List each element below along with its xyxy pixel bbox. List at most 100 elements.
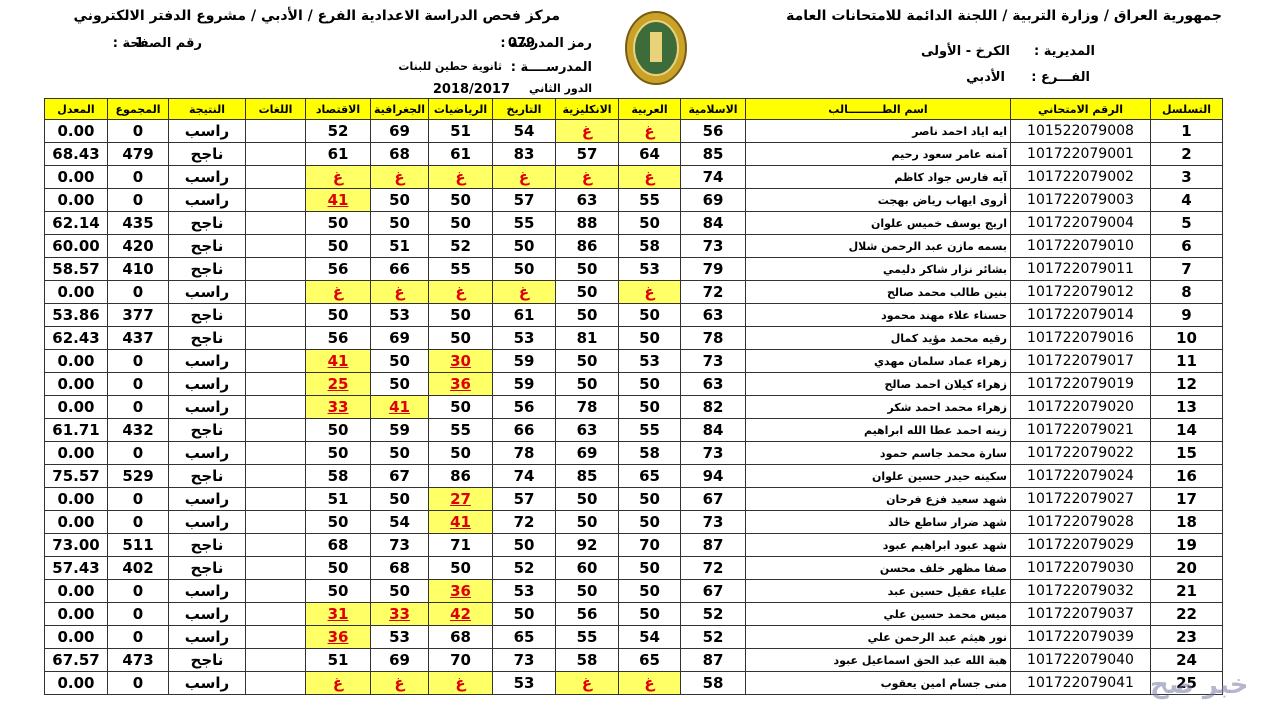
table-row: 6 101722079010 بسمه مازن عبد الرحمن شلال 73… bbox=[44, 234, 1223, 258]
table-cell: 50 bbox=[555, 349, 619, 373]
table-cell: 86 bbox=[555, 234, 619, 258]
table-row: 19 101722079029 شهد عبود ابراهيم عبود 87 70 9… bbox=[44, 533, 1223, 557]
table-cell: 83 bbox=[492, 142, 556, 166]
table-cell: 5 bbox=[1150, 211, 1223, 235]
table-cell: 64 bbox=[618, 142, 681, 166]
table-row: 2 101722079001 آمنه عامر سعود رحيم 85 64 57 83… bbox=[44, 142, 1223, 166]
table-cell: 75.57 bbox=[44, 464, 108, 488]
table-cell: 4 bbox=[1150, 188, 1223, 212]
table-cell: 101722079029 bbox=[1010, 533, 1151, 557]
table-cell: 63 bbox=[680, 303, 746, 327]
table-cell: سكينه حيدر حسين علوان bbox=[745, 464, 1011, 488]
column-header: العربية bbox=[618, 98, 681, 120]
table-cell: 0.00 bbox=[44, 395, 108, 419]
table-cell bbox=[245, 188, 306, 212]
table-cell: 52 bbox=[492, 556, 556, 580]
table-cell: راسب bbox=[168, 280, 246, 304]
table-cell: 50 bbox=[370, 372, 429, 396]
table-cell: 50 bbox=[618, 602, 681, 626]
table-cell: شهد سعيد فزع فرحان bbox=[745, 487, 1011, 511]
table-cell: 25 bbox=[305, 372, 371, 396]
table-cell: راسب bbox=[168, 188, 246, 212]
table-cell: 20 bbox=[1150, 556, 1223, 580]
table-cell: راسب bbox=[168, 349, 246, 373]
table-cell: 60 bbox=[555, 556, 619, 580]
table-cell: 50 bbox=[305, 303, 371, 327]
table-cell: 410 bbox=[107, 257, 169, 281]
table-cell: 101722079011 bbox=[1010, 257, 1151, 281]
table-cell: زهراء كيلان احمد صالح bbox=[745, 372, 1011, 396]
table-cell: 65 bbox=[618, 648, 681, 672]
table-cell: 50 bbox=[618, 556, 681, 580]
branch-label: الفـــرع : bbox=[1031, 70, 1090, 85]
table-cell: 0 bbox=[107, 579, 169, 603]
table-cell: 377 bbox=[107, 303, 169, 327]
table-cell: 57 bbox=[492, 487, 556, 511]
table-cell bbox=[245, 280, 306, 304]
column-header: الرقم الامتحاني bbox=[1010, 98, 1151, 120]
table-row: 18 101722079028 شهد ضرار ساطع خالد 73 50 50 72… bbox=[44, 510, 1223, 534]
table-cell: 68 bbox=[370, 142, 429, 166]
table-cell: 59 bbox=[492, 372, 556, 396]
table-cell: راسب bbox=[168, 625, 246, 649]
table-cell: 69 bbox=[370, 326, 429, 350]
table-cell: 50 bbox=[618, 579, 681, 603]
table-cell: 78 bbox=[680, 326, 746, 350]
table-row: 9 101722079014 حسناء علاء مهند محمود 63 50 50… bbox=[44, 303, 1223, 327]
table-cell: 0 bbox=[107, 280, 169, 304]
table-cell: 51 bbox=[305, 487, 371, 511]
page-number: 1 bbox=[134, 36, 144, 51]
table-cell: 0.00 bbox=[44, 280, 108, 304]
table-cell: ايه اياد احمد ناصر bbox=[745, 119, 1011, 143]
table-cell: ناجح bbox=[168, 556, 246, 580]
table-cell: 36 bbox=[428, 579, 493, 603]
table-cell: 82 bbox=[680, 395, 746, 419]
logo bbox=[625, 11, 687, 85]
table-cell: سارة محمد جاسم حمود bbox=[745, 441, 1011, 465]
table-cell: 53.86 bbox=[44, 303, 108, 327]
table-cell: أروى ايهاب رياض بهجت bbox=[745, 188, 1011, 212]
table-cell: 50 bbox=[370, 579, 429, 603]
table-cell: 50 bbox=[618, 510, 681, 534]
table-cell: 56 bbox=[555, 602, 619, 626]
table-cell: 58.57 bbox=[44, 257, 108, 281]
table-cell: 50 bbox=[492, 234, 556, 258]
table-cell: 0 bbox=[107, 188, 169, 212]
table-cell: 41 bbox=[428, 510, 493, 534]
table-cell bbox=[245, 533, 306, 557]
table-cell: غ bbox=[555, 671, 619, 695]
table-cell: 437 bbox=[107, 326, 169, 350]
table-cell bbox=[245, 602, 306, 626]
table-cell: 56 bbox=[680, 119, 746, 143]
table-cell: منى جسام امين يعقوب bbox=[745, 671, 1011, 695]
table-cell: 67 bbox=[680, 579, 746, 603]
table-cell: هبة الله عبد الحق اسماعيل عبود bbox=[745, 648, 1011, 672]
table-cell: 0.00 bbox=[44, 119, 108, 143]
table-cell: 55 bbox=[618, 418, 681, 442]
table-cell: 69 bbox=[370, 648, 429, 672]
table-cell: 14 bbox=[1150, 418, 1223, 442]
table-cell: 62.14 bbox=[44, 211, 108, 235]
table-cell: 88 bbox=[555, 211, 619, 235]
table-cell: 0 bbox=[107, 165, 169, 189]
table-cell: ناجح bbox=[168, 257, 246, 281]
table-cell: ناجح bbox=[168, 533, 246, 557]
column-header: الرياضيات bbox=[428, 98, 493, 120]
table-cell: 78 bbox=[492, 441, 556, 465]
column-header: المعدل bbox=[44, 98, 108, 120]
table-cell bbox=[245, 556, 306, 580]
table-cell: 69 bbox=[555, 441, 619, 465]
table-cell: 432 bbox=[107, 418, 169, 442]
table-row: 12 101722079019 زهراء كيلان احمد صالح 63 50 5… bbox=[44, 372, 1223, 396]
table-cell: 50 bbox=[428, 556, 493, 580]
table-cell: 52 bbox=[305, 119, 371, 143]
table-cell: بشائر نزار شاكر دليمي bbox=[745, 257, 1011, 281]
table-cell: 50 bbox=[370, 188, 429, 212]
table-cell: 6 bbox=[1150, 234, 1223, 258]
table-cell: 55 bbox=[428, 418, 493, 442]
results-table: التسلسل الرقم الامتحاني اسم الطـــــــــال… bbox=[44, 98, 1223, 695]
table-cell: 56 bbox=[305, 326, 371, 350]
table-cell: 50 bbox=[618, 211, 681, 235]
table-row: 14 101722079021 زينه احمد عطا الله ابراهيم… bbox=[44, 418, 1223, 442]
